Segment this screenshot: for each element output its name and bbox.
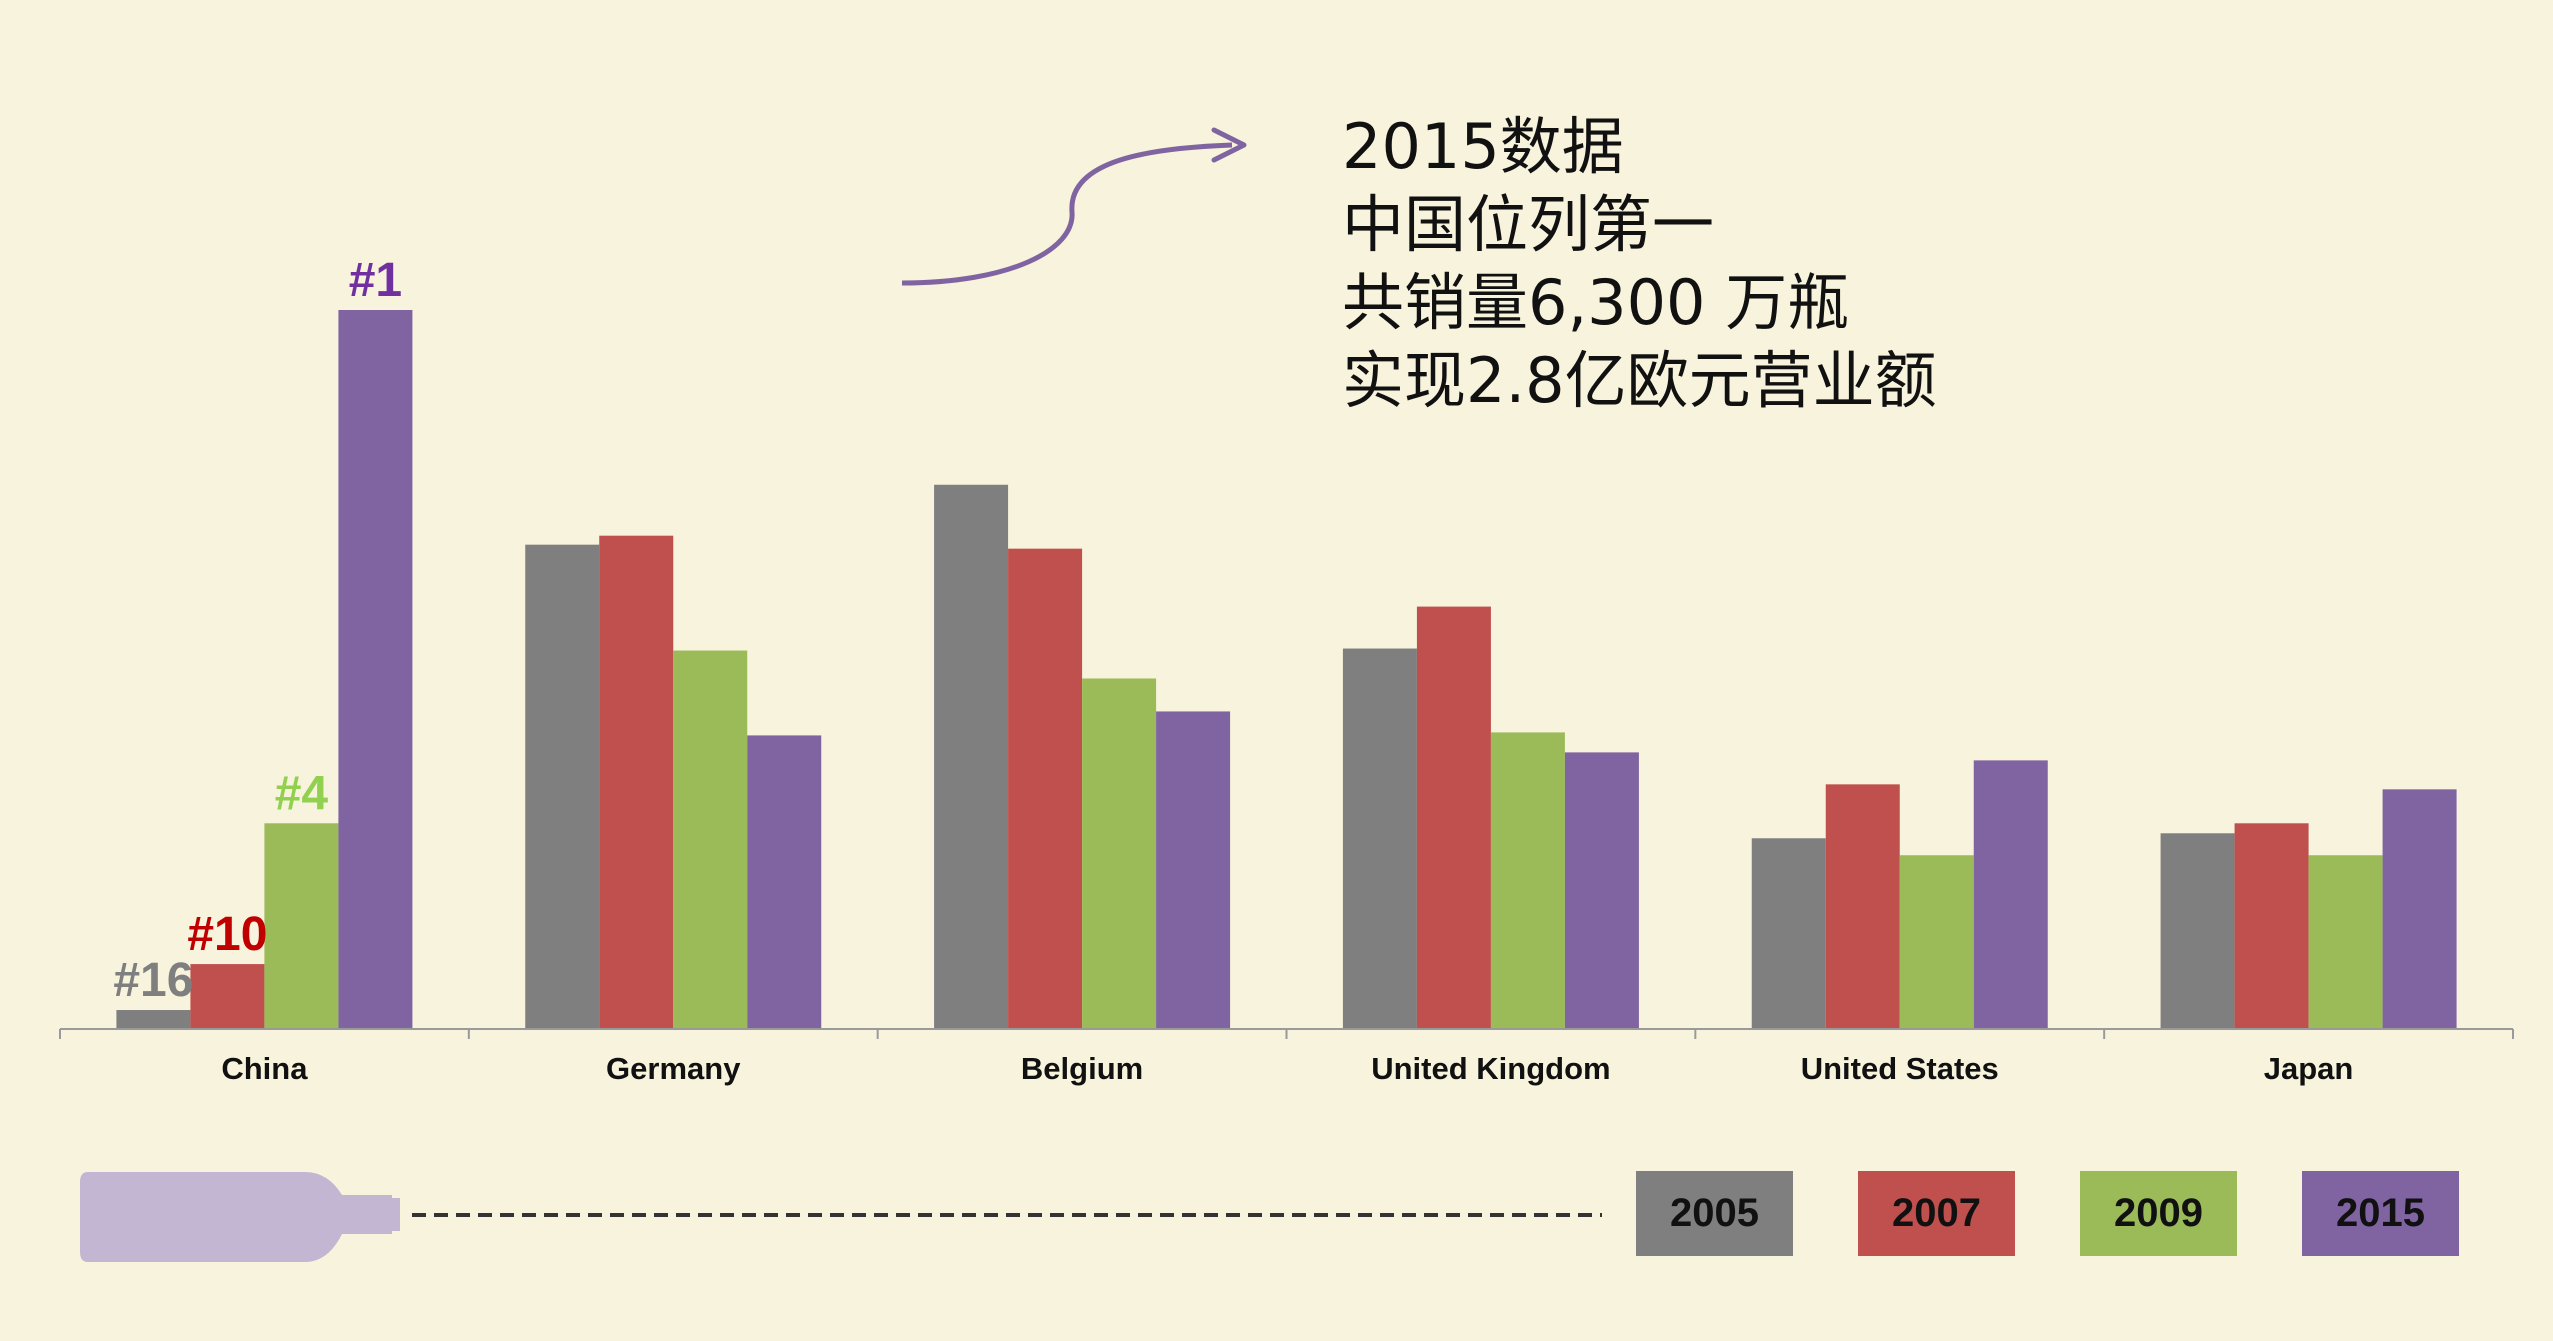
wine-bottle-icon [80,1172,400,1262]
rank-labels: #16#10 #4 #1 [113,254,402,1007]
bar-japan-2005 [2160,833,2235,1029]
legend-item-2009: 2009 [2080,1171,2237,1256]
annotation-line-1: 2015数据 [1342,110,1624,183]
bar-belgium-2009 [1082,678,1157,1029]
tick-labels: China Germany Belgium United Kingdom United … [221,1051,2353,1086]
bar-united-kingdom-2009 [1490,732,1565,1029]
bar-germany-2009 [673,650,748,1029]
bar-united-states-2009 [1899,855,1974,1029]
legend-item-2007: 2007 [1858,1171,2015,1256]
bar-germany-2005 [525,544,600,1029]
annotation-text: 2015数据 中国位列第一 共销量6,300 万瓶 实现2.8亿欧元营业额 [1342,108,1937,420]
x-tick-label-china: China [221,1051,308,1086]
legend-item-2015: 2015 [2302,1171,2459,1256]
bar-belgium-2005 [934,484,1009,1029]
bar-germany-2015 [747,735,822,1029]
annotation-line-3: 共销量6,300 万瓶 [1342,266,1850,339]
bar-united-kingdom-2015 [1564,752,1639,1029]
x-tick-label-united-states: United States [1801,1051,1999,1086]
bar-japan-2015 [2382,789,2457,1029]
bars-layer [116,310,2457,1029]
annotation-line-2: 中国位列第一 [1342,188,1715,261]
bar-china-2009 [264,823,339,1029]
bar-belgium-2015 [1156,711,1231,1029]
x-tick-label-germany: Germany [606,1051,741,1086]
legend-item-2005: 2005 [1636,1171,1793,1256]
bar-united-kingdom-2005 [1342,648,1417,1029]
bar-united-states-2007 [1825,784,1900,1029]
x-tick-label-belgium: Belgium [1021,1051,1143,1086]
x-tick-label-united-kingdom: United Kingdom [1371,1051,1610,1086]
bar-united-kingdom-2007 [1416,606,1491,1029]
x-tick-label-japan: Japan [2264,1051,2354,1086]
rank-label-2007: #10 [187,908,267,961]
bar-japan-2007 [2234,823,2309,1029]
bar-united-states-2005 [1751,838,1826,1029]
bar-china-2005 [116,1010,191,1029]
bar-germany-2007 [599,535,674,1029]
rank-label-2009: #4 [275,767,329,820]
annotation-line-4: 实现2.8亿欧元营业额 [1342,344,1937,417]
bar-china-2007 [190,964,265,1029]
bar-belgium-2007 [1008,548,1083,1029]
curved-arrow-icon [901,127,1247,286]
rank-label-2005: #16 [113,954,193,1007]
bar-china-2015 [338,310,413,1029]
bar-united-states-2015 [1973,760,2048,1029]
bar-japan-2009 [2308,855,2383,1029]
x-axis [59,1028,2514,1039]
rank-label-2015: #1 [349,254,402,307]
